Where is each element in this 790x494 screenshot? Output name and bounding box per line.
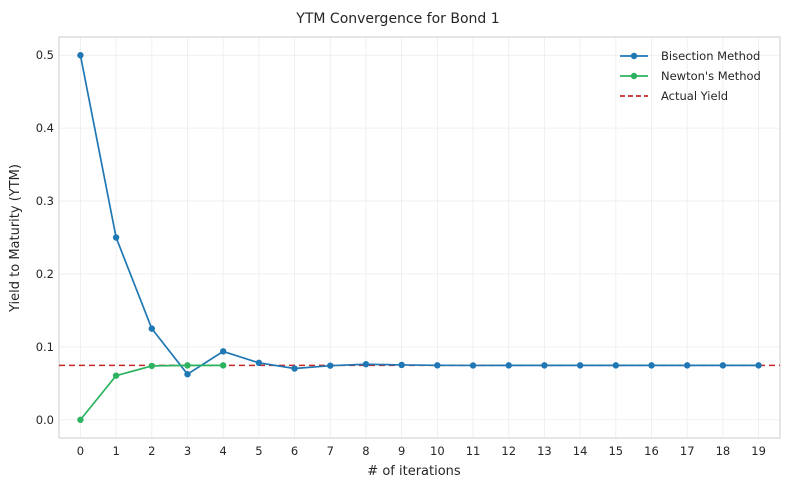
legend-label-newton-s-method: Newton's Method [661, 69, 761, 83]
tick-layer: 0 1 2 3 4 5 6 7 8 9 10 11 12 13 14 15 16 17 18 190.00.10.20… [36, 48, 766, 458]
bisection-method-point [112, 234, 120, 241]
newton-s-method-point [77, 416, 84, 423]
plot-frame [58, 36, 781, 439]
legend: Bisection Method Newton's Method Actual Yi… [620, 49, 761, 103]
bisection-method-point [469, 362, 477, 369]
x-tick-label: 4 [220, 444, 227, 458]
newton-s-method-point [219, 362, 227, 369]
x-tick-label: 8 [362, 444, 369, 458]
chart-title: YTM Convergence for Bond 1 [295, 11, 499, 27]
x-tick-label: 18 [716, 444, 731, 458]
x-tick-label: 13 [537, 444, 552, 458]
bisection-method-point [148, 325, 156, 332]
bisection-method-point [505, 362, 512, 369]
y-tick-label: 0.0 [36, 413, 54, 427]
bisection-method-line [79, 55, 759, 376]
bisection-method-point [291, 365, 298, 372]
x-tick-label: 17 [680, 444, 695, 458]
x-tick-label: 11 [466, 444, 481, 458]
bisection-method-point [77, 52, 84, 59]
y-tick-label: 0.2 [36, 267, 54, 281]
bisection-method-point [362, 361, 370, 368]
x-tick-label: 1 [112, 444, 119, 458]
legend-marker-bisection-method [630, 52, 638, 60]
bisection-method-point [719, 362, 727, 369]
newton-s-method-point [148, 362, 156, 370]
bisection-method-point [612, 362, 620, 369]
bisection-method-point [755, 362, 762, 369]
x-axis-label: # of iterations [367, 464, 461, 479]
x-tick-label: 5 [255, 444, 262, 458]
legend-marker-newton-s-method [630, 72, 638, 80]
legend-label-actual-yield: Actual Yield [661, 89, 728, 103]
newton-s-method-point [184, 362, 191, 369]
x-tick-label: 9 [398, 444, 405, 458]
x-tick-label: 6 [291, 444, 298, 458]
bisection-method-point [255, 359, 263, 367]
x-tick-label: 10 [430, 444, 445, 458]
bisection-method-point [219, 348, 227, 355]
bisection-method-point [683, 362, 691, 369]
y-tick-label: 0.5 [36, 48, 54, 62]
bisection-method-point [184, 371, 191, 378]
x-tick-label: 7 [327, 444, 334, 458]
x-tick-label: 12 [501, 444, 516, 458]
legend-label-bisection-method: Bisection Method [661, 49, 760, 63]
x-tick-label: 2 [148, 444, 155, 458]
y-tick-label: 0.1 [36, 340, 54, 354]
bisection-method-point [434, 362, 441, 369]
bisection-method-point [398, 361, 405, 369]
y-tick-label: 0.3 [36, 194, 54, 208]
x-tick-label: 19 [751, 444, 766, 458]
grid-layer [59, 37, 780, 438]
series-layer [59, 52, 780, 423]
bisection-method-point [327, 362, 334, 369]
x-tick-label: 15 [608, 444, 623, 458]
newton-s-method-point [112, 372, 120, 379]
x-tick-label: 3 [184, 444, 191, 458]
x-tick-label: 16 [644, 444, 659, 458]
y-axis-label: Yield to Maturity (YTM) [8, 164, 23, 313]
x-tick-label: 14 [573, 444, 588, 458]
bisection-method-point [576, 362, 584, 369]
x-tick-label: 0 [77, 444, 84, 458]
bisection-method-point [541, 362, 548, 369]
bisection-method-point [648, 362, 655, 369]
y-tick-label: 0.4 [36, 121, 54, 135]
